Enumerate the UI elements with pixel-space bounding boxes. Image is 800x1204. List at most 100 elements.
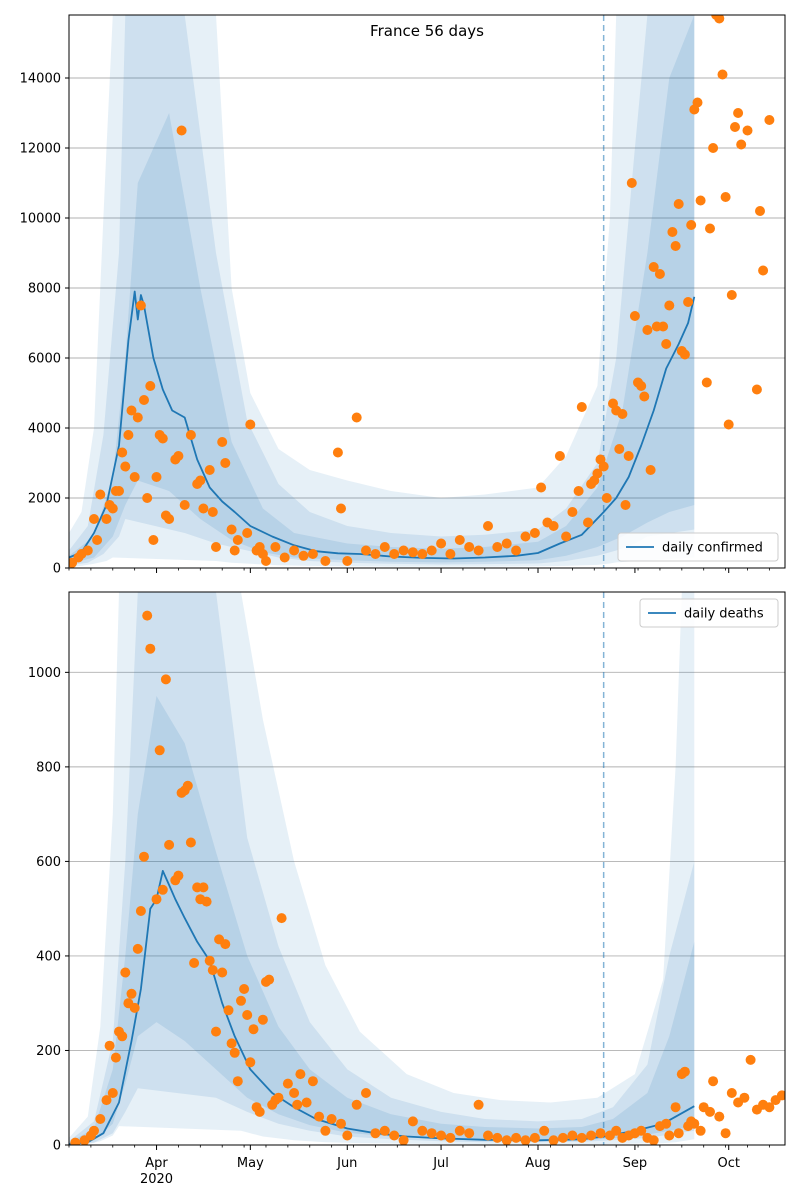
- observed-point: [307, 549, 318, 559]
- observed-point: [670, 241, 681, 251]
- y-tick-label: 0: [53, 1139, 61, 1154]
- observed-point: [623, 451, 634, 461]
- observed-point: [89, 1125, 99, 1136]
- observed-point: [126, 988, 137, 999]
- observed-point: [126, 405, 137, 416]
- observed-point: [142, 610, 153, 621]
- observed-point: [135, 300, 146, 311]
- y-tick-label: 8000: [28, 282, 61, 297]
- observed-point: [529, 528, 540, 538]
- observed-point: [117, 1031, 128, 1042]
- observed-point: [389, 1130, 400, 1141]
- x-tick-label: Apr: [145, 1156, 168, 1171]
- y-tick-label: 12000: [20, 142, 61, 157]
- observed-point: [139, 395, 149, 405]
- observed-point: [730, 122, 740, 132]
- observed-point: [714, 1111, 725, 1122]
- observed-point: [173, 870, 184, 881]
- observed-point: [692, 97, 703, 108]
- observed-point: [142, 493, 153, 503]
- observed-point: [160, 674, 171, 685]
- x-tick-label: Jul: [432, 1156, 449, 1171]
- observed-point: [583, 517, 593, 528]
- observed-point: [664, 1130, 675, 1141]
- observed-point: [201, 896, 212, 907]
- observed-point: [257, 1014, 268, 1025]
- observed-point: [611, 1125, 622, 1136]
- observed-point: [217, 967, 228, 978]
- observed-point: [204, 465, 215, 475]
- observed-point: [157, 433, 168, 444]
- observed-point: [198, 503, 209, 514]
- observed-point: [661, 1118, 672, 1129]
- observed-point: [473, 1099, 484, 1110]
- observed-point: [679, 349, 690, 360]
- observed-point: [185, 837, 196, 848]
- observed-point: [114, 486, 124, 496]
- observed-point: [673, 199, 684, 209]
- legend-box: [639, 598, 779, 628]
- series-line-daily-confirmed: [69, 290, 696, 560]
- plot-area: [69, 15, 775, 568]
- observed-point: [239, 984, 250, 994]
- observed-point: [742, 125, 753, 136]
- observed-point: [326, 1114, 337, 1124]
- observed-point: [501, 1135, 512, 1145]
- observed-point: [229, 1047, 240, 1058]
- legend-box: [617, 532, 779, 562]
- observed-point: [520, 1135, 531, 1145]
- observed-point: [673, 1128, 684, 1139]
- y-tick-label: 400: [36, 949, 61, 964]
- observed-point: [264, 974, 275, 985]
- observed-point: [573, 486, 584, 496]
- observed-point: [454, 535, 465, 545]
- observed-point: [689, 1118, 700, 1129]
- observed-point: [95, 489, 106, 500]
- observed-point: [132, 412, 143, 423]
- observed-point: [151, 472, 162, 482]
- y-tick-label: 800: [36, 760, 61, 775]
- observed-point: [242, 528, 253, 538]
- observed-point: [104, 1040, 115, 1051]
- observed-point: [276, 913, 287, 924]
- observed-point: [195, 475, 206, 486]
- x-tick-label: May: [237, 1156, 264, 1171]
- legend: daily deaths: [639, 598, 779, 628]
- observed-point: [204, 955, 215, 966]
- y-tick-label: 14000: [20, 72, 61, 87]
- observed-point: [586, 1130, 597, 1141]
- observed-point: [576, 1132, 587, 1143]
- y-tick-label: 600: [36, 855, 61, 870]
- observed-point: [110, 1052, 121, 1063]
- observed-point: [101, 514, 112, 524]
- observed-point: [351, 1099, 362, 1110]
- observed-point: [701, 377, 712, 388]
- observed-point: [733, 108, 744, 118]
- observed-point: [758, 265, 769, 276]
- observed-point: [417, 1125, 428, 1136]
- y-tick-label: 2000: [28, 492, 61, 507]
- observed-point: [107, 1088, 118, 1098]
- observed-point: [207, 965, 218, 976]
- observed-point: [539, 1125, 550, 1136]
- uncertainty-band-inner: [69, 15, 695, 564]
- observed-point: [173, 451, 184, 461]
- observed-point: [229, 545, 240, 556]
- observed-point: [695, 195, 706, 206]
- observed-point: [232, 535, 243, 545]
- y-tick-label: 1000: [28, 666, 61, 681]
- observed-point: [426, 1128, 437, 1139]
- observed-point: [185, 430, 196, 440]
- observed-point: [273, 1092, 284, 1103]
- observed-point: [558, 1132, 568, 1143]
- observed-point: [776, 1090, 785, 1101]
- observed-point: [726, 290, 737, 300]
- observed-point: [320, 1125, 331, 1136]
- uncertainty-band-mid: [69, 15, 695, 566]
- observed-point: [398, 545, 409, 556]
- observed-point: [198, 882, 209, 893]
- y-tick-label: 200: [36, 1044, 61, 1059]
- observed-point: [248, 1024, 259, 1035]
- observed-point: [548, 1135, 559, 1145]
- axes-frame: [68, 14, 786, 569]
